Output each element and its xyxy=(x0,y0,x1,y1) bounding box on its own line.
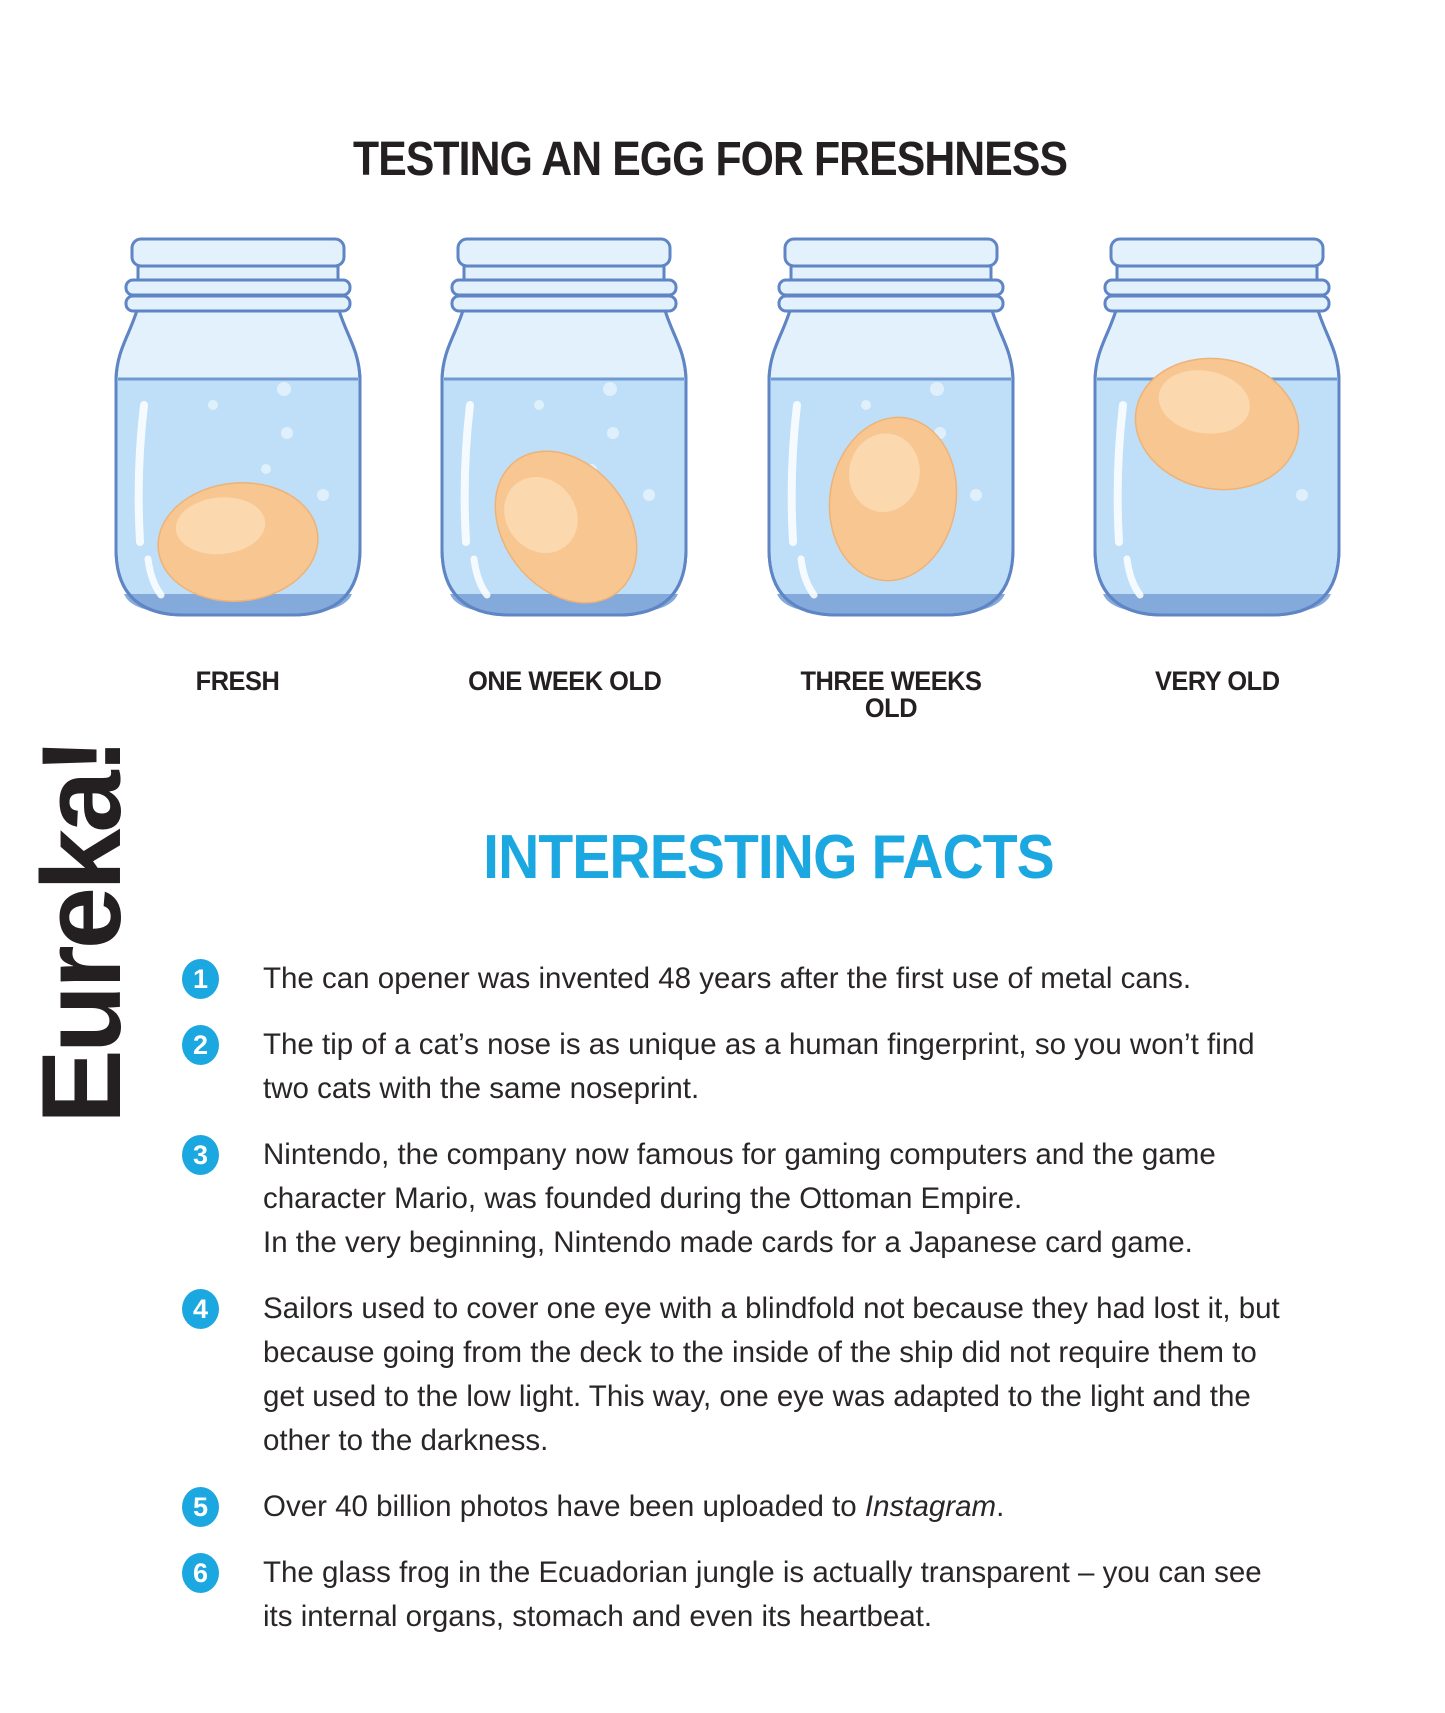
fact-item-3: 3 Nintendo, the company now famous for g… xyxy=(182,1133,1425,1265)
facts-list: 1 The can opener was invented 48 years a… xyxy=(0,957,1445,1639)
jar-very-old-illustration xyxy=(1093,237,1341,621)
jar-one-week-old: ONE WEEK OLD xyxy=(440,237,688,722)
fact-item-2: 2 The tip of a cat’s nose is as unique a… xyxy=(182,1023,1425,1111)
jar-label: FRESH xyxy=(196,666,280,696)
jar-one-week-old-illustration xyxy=(440,237,688,621)
jars-row: FRESH ONE WEEK OLD xyxy=(0,237,1445,722)
fact-number-badge: 1 xyxy=(182,959,219,999)
fact-text: The glass frog in the Ecuadorian jungle … xyxy=(263,1556,1262,1633)
page-title: TESTING AN EGG FOR FRESHNESS xyxy=(353,133,1068,186)
jar-fresh-illustration xyxy=(114,237,362,621)
jar-three-weeks-old: THREE WEEKS OLD xyxy=(767,237,1015,722)
jar-three-weeks-old-illustration xyxy=(767,237,1015,621)
fact-text: The can opener was invented 48 years aft… xyxy=(263,962,1192,995)
fact-item-6: 6 The glass frog in the Ecuadorian jungl… xyxy=(182,1551,1425,1639)
brand-logo-eureka: Eureka! xyxy=(19,741,144,1124)
fact-item-4: 4 Sailors used to cover one eye with a b… xyxy=(182,1287,1425,1463)
fact-number-badge: 6 xyxy=(182,1553,219,1593)
fact-text: Over 40 billion photos have been uploade… xyxy=(263,1490,1005,1523)
fact-number-badge: 2 xyxy=(182,1025,219,1065)
jar-label: ONE WEEK OLD xyxy=(467,666,662,696)
fact-text: The tip of a cat’s nose is as unique as … xyxy=(263,1028,1255,1105)
fact-item-5: 5 Over 40 billion photos have been uploa… xyxy=(182,1485,1425,1529)
fact-item-1: 1 The can opener was invented 48 years a… xyxy=(182,957,1425,1001)
jar-label: THREE WEEKS OLD xyxy=(800,666,982,723)
jar-fresh: FRESH xyxy=(114,237,362,722)
fact-text: Nintendo, the company now famous for gam… xyxy=(263,1138,1216,1259)
fact-text: Sailors used to cover one eye with a bli… xyxy=(263,1292,1280,1457)
fact-number-badge: 4 xyxy=(182,1289,219,1329)
fact-number-badge: 5 xyxy=(182,1487,219,1527)
fact-number-badge: 3 xyxy=(182,1135,219,1175)
jar-label: VERY OLD xyxy=(1154,666,1280,696)
jar-very-old: VERY OLD xyxy=(1093,237,1341,722)
section-heading: INTERESTING FACTS xyxy=(483,823,1055,892)
